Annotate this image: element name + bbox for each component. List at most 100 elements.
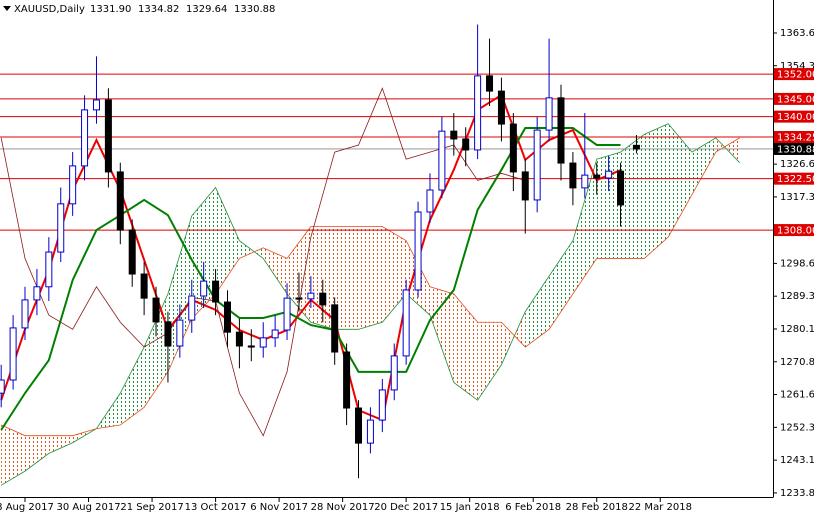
candle-body: [593, 174, 601, 179]
cloud-fill: [525, 276, 550, 348]
y-tick-label: 1363.60: [780, 28, 814, 39]
cloud-fill: [382, 226, 407, 323]
plot-area: [0, 24, 773, 486]
candle-body: [283, 297, 291, 331]
candle-body: [462, 138, 470, 151]
y-tick-label: 1289.35: [780, 291, 814, 302]
axes: 1363.60 1354.35 1326.60 1317.35 1298.60 1289.…: [0, 28, 814, 513]
cloud-fill: [358, 226, 383, 330]
header-value: 1331.90: [90, 4, 131, 15]
candle-body: [390, 355, 398, 391]
candle-body: [557, 97, 565, 164]
candle-body: [533, 129, 541, 201]
candle-body: [223, 301, 231, 333]
level-box: [774, 110, 814, 123]
level-label: 1334.25: [777, 133, 814, 144]
candle-body: [104, 99, 112, 173]
candle-body: [164, 321, 172, 347]
level-label: 1322.50: [777, 174, 814, 185]
candle-body: [271, 329, 279, 339]
candle-body: [617, 170, 625, 206]
y-tick-label: 1280.10: [780, 324, 814, 335]
level-label: 1340.00: [777, 112, 814, 123]
candle-body: [605, 170, 613, 179]
candle-body: [188, 295, 196, 321]
level-box: [774, 224, 814, 237]
header-value: 1330.88: [234, 4, 275, 15]
candle-body: [378, 389, 386, 421]
y-tick-label: 1354.35: [780, 61, 814, 72]
header-value: 1329.64: [186, 4, 227, 15]
candle-body: [319, 292, 327, 306]
candle-body: [247, 345, 255, 348]
candle-body: [497, 90, 505, 125]
level-label: 1308.00: [777, 226, 814, 237]
candle-body: [212, 280, 220, 303]
cloud-fill: [1, 425, 26, 486]
cloud-fill: [334, 226, 359, 330]
candle-body: [152, 297, 160, 323]
cloud-fill: [453, 293, 478, 401]
x-tick-label: 6 Nov 2017: [250, 502, 308, 513]
cloud-fill: [263, 247, 288, 294]
candle-body: [81, 109, 89, 167]
candle-body: [176, 319, 184, 347]
level-box: [774, 92, 814, 105]
x-tick-label: 21 Sep 2017: [120, 502, 183, 513]
cloud-span: [1, 137, 740, 437]
candle-body: [426, 189, 434, 213]
candle-body: [9, 327, 17, 381]
indicator-line: [0, 126, 621, 431]
x-tick-label: 20 Dec 2017: [374, 502, 438, 513]
x-tick-label: 28 Feb 2018: [566, 502, 628, 513]
y-tick-label: 1261.60: [780, 390, 814, 401]
candle-body: [545, 97, 553, 131]
candle-body: [21, 299, 29, 329]
indicator-line: [0, 87, 526, 437]
menu-arrow[interactable]: [3, 6, 11, 11]
candle-body: [140, 273, 148, 299]
candle-body: [128, 229, 136, 275]
x-tick-label: 22 Mar 2018: [629, 502, 692, 513]
x-tick-label: 15 Jan 2018: [440, 502, 500, 513]
level-label: 1345.00: [777, 94, 814, 105]
y-tick-label: 1252.35: [780, 422, 814, 433]
candle-body: [295, 297, 303, 300]
candle-body: [402, 289, 410, 357]
x-tick-label: 8 Aug 2017: [0, 502, 54, 513]
cloud-fill: [144, 293, 168, 408]
cloud-fill: [692, 137, 716, 195]
candle-body: [235, 331, 243, 347]
y-tick-label: 1317.35: [780, 192, 814, 203]
candle-body: [343, 351, 351, 409]
x-tick-label: 28 Nov 2017: [311, 502, 375, 513]
cloud-fill: [25, 435, 49, 472]
candle-body: [259, 337, 267, 348]
y-tick-label: 1270.85: [780, 357, 814, 368]
candle-body: [307, 292, 315, 300]
chart-title: XAUUSD,Daily: [14, 4, 85, 15]
candle-body: [355, 407, 363, 444]
cloud-fill: [644, 123, 669, 259]
candle-body: [474, 75, 482, 151]
x-tick-label: 30 Aug 2017: [57, 502, 121, 513]
candle-body: [581, 174, 589, 189]
x-tick-label: 13 Oct 2017: [185, 502, 247, 513]
cloud-fill: [620, 134, 645, 259]
candle-body: [200, 280, 208, 297]
candle-body: [486, 75, 494, 92]
candle-body: [45, 251, 53, 288]
level-box: [774, 172, 814, 185]
y-tick-label: 1243.10: [780, 455, 814, 466]
cloud-span: [0, 123, 740, 486]
candle-body: [509, 123, 517, 173]
y-tick-label: 1233.85: [780, 488, 814, 499]
candle-body: [116, 171, 124, 231]
current-price-box: [774, 142, 814, 155]
x-tick-label: 6 Feb 2018: [505, 502, 561, 513]
candle-body: [521, 171, 529, 201]
cloud-fill: [668, 123, 693, 238]
candle-body: [569, 162, 577, 189]
y-tick-label: 1326.60: [780, 159, 814, 170]
candle-body: [414, 211, 422, 291]
